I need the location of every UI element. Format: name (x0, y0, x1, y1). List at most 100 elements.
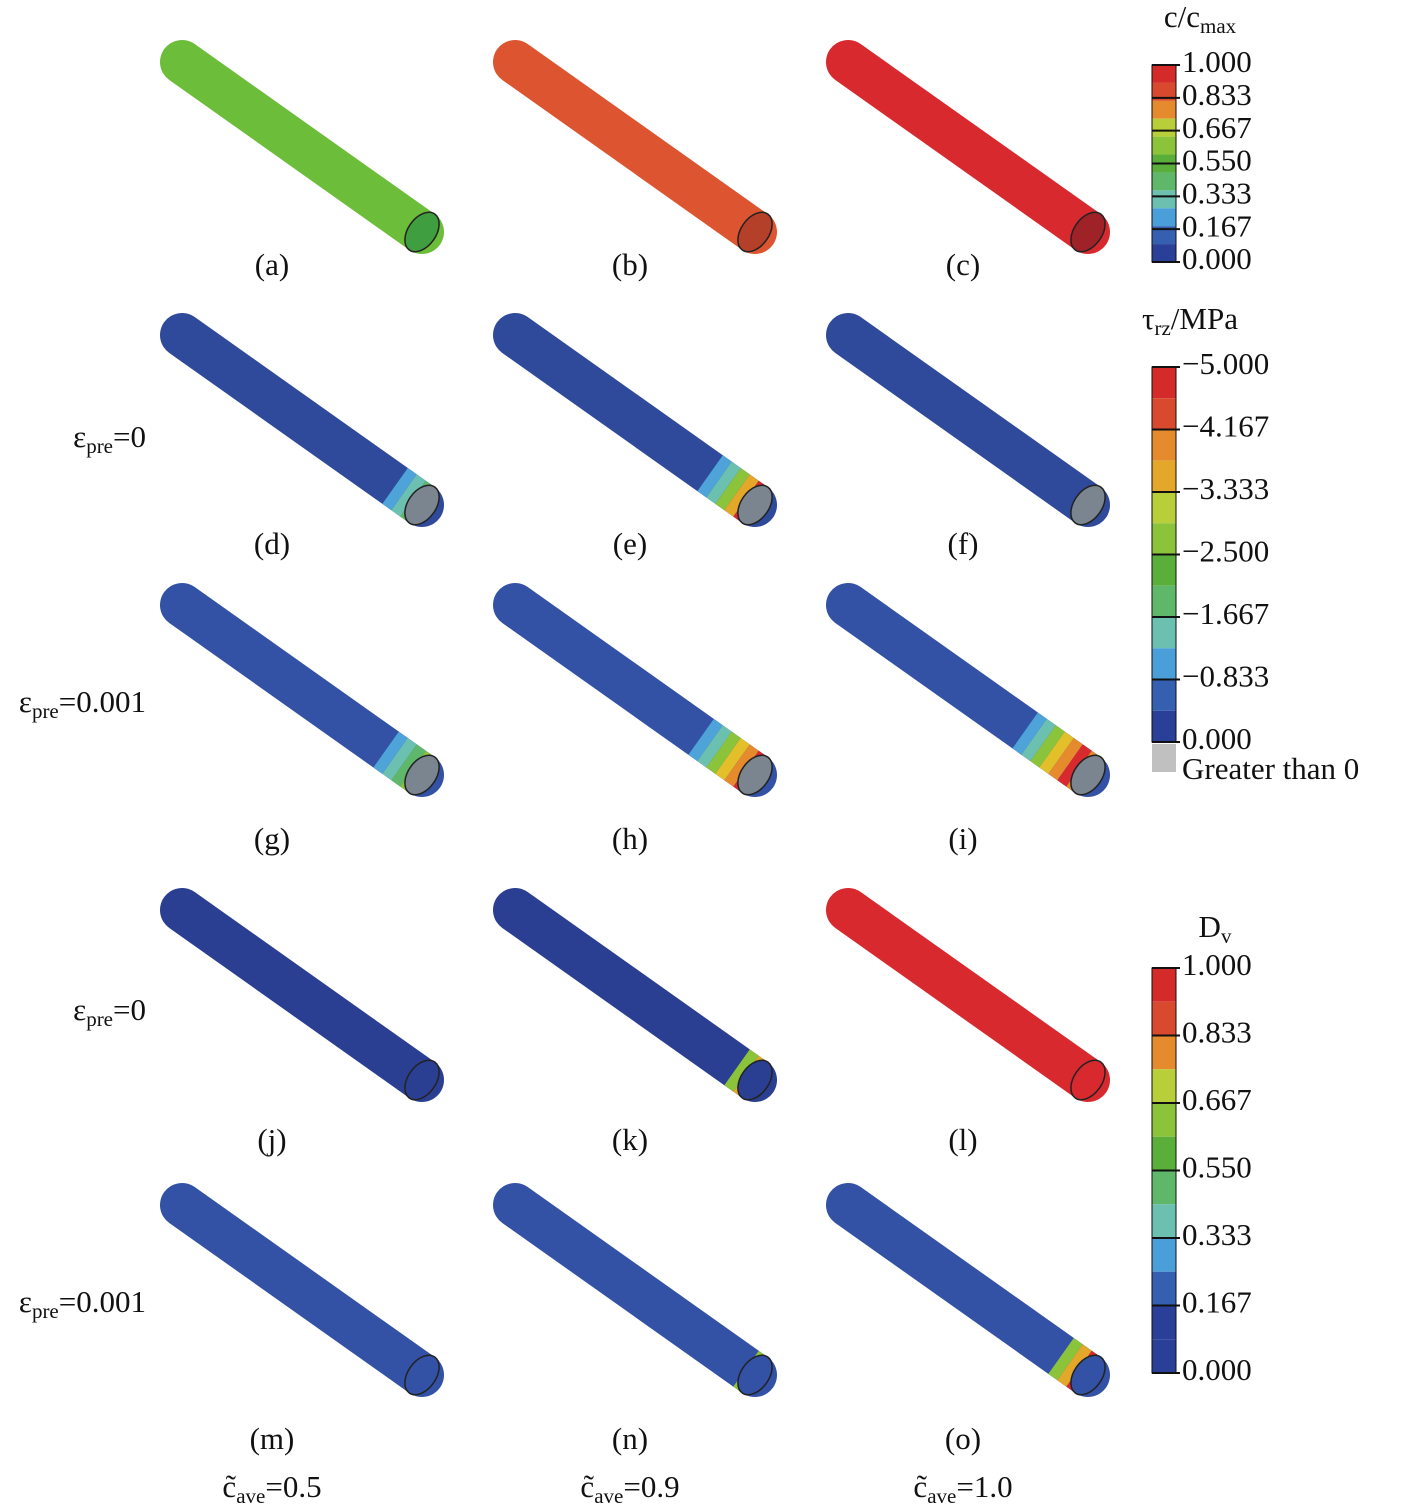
legend-swatch (1152, 208, 1176, 227)
cylinder-body (160, 313, 444, 527)
legend-swatch (1152, 492, 1176, 524)
legend-swatch (1152, 429, 1176, 461)
panel-label: (e) (613, 526, 647, 561)
cylinder-body (493, 1183, 777, 1397)
legend-swatch (1152, 118, 1176, 137)
contour-band (1021, 718, 1056, 762)
contour-band (1048, 1337, 1083, 1381)
row-label: εpre=0.001 (19, 1284, 146, 1323)
subscript: rz (1154, 316, 1170, 340)
contour-band (382, 467, 417, 511)
subscript: ave (594, 1484, 623, 1508)
cylinder-end (404, 484, 440, 526)
legend-extra-label: Greater than 0 (1182, 751, 1359, 786)
contour-band (706, 461, 741, 504)
text-part: c̃ (580, 1469, 594, 1504)
row-label: εpre=0.001 (19, 684, 146, 723)
legend-tick-label: 0.000 (1182, 1352, 1252, 1387)
legend-swatch (1152, 226, 1176, 245)
legend-title: Dv (1199, 909, 1232, 948)
text-part: τ (1142, 301, 1154, 336)
contour-band (1030, 725, 1065, 768)
contour-band (1039, 731, 1074, 774)
contour-band (1048, 737, 1083, 781)
text-part: c̃ (222, 1469, 236, 1504)
cylinder-end (737, 1354, 773, 1396)
legend-tick-label: −4.167 (1182, 409, 1269, 444)
contour-band (715, 467, 750, 511)
text-part: =0.5 (265, 1469, 321, 1504)
legend-swatch (1152, 648, 1176, 680)
panel-label: (k) (612, 1122, 648, 1157)
legend-swatch (1152, 244, 1176, 262)
cylinder-end (1070, 754, 1106, 796)
legend-swatch (1152, 710, 1176, 742)
text-part: ε (73, 419, 86, 454)
text-part: ε (19, 1284, 32, 1319)
legend-swatch (1152, 1305, 1176, 1340)
cylinder-body (160, 888, 444, 1102)
column-label: c̃ave=1.0 (913, 1469, 1012, 1508)
contour-band (706, 731, 741, 774)
legend-tick-label: 0.000 (1182, 241, 1252, 276)
column-label: c̃ave=0.5 (222, 1469, 321, 1508)
panel-label: (m) (250, 1421, 295, 1456)
text-part: ε (19, 684, 32, 719)
legend-swatch (1152, 744, 1176, 772)
legend-swatch (1152, 554, 1176, 586)
cylinder-end (404, 754, 440, 796)
legend-tick-label: 0.833 (1182, 77, 1252, 112)
contour-band (697, 725, 732, 768)
legend-tick-label: 0.550 (1182, 143, 1252, 178)
cylinder-body (826, 313, 1110, 527)
legend-swatch (1152, 172, 1176, 191)
cylinder-end (737, 754, 773, 796)
panel-label: (b) (612, 247, 648, 282)
text-part: D (1199, 909, 1221, 944)
subscript: ave (236, 1484, 265, 1508)
legend-swatch (1152, 585, 1176, 617)
cylinder-body (493, 40, 777, 254)
legend-swatch (1152, 617, 1176, 649)
cylinder-end (1070, 484, 1106, 526)
cylinder-body (160, 583, 444, 797)
contour-band (382, 737, 417, 781)
panel-label: (o) (945, 1421, 981, 1456)
subscript: pre (32, 1299, 59, 1323)
contour-band (688, 718, 723, 762)
legend-title: c/cmax (1164, 0, 1237, 38)
legend-swatch (1152, 136, 1176, 155)
legend-swatch (1152, 190, 1176, 209)
legend-tick-label: 1.000 (1182, 44, 1252, 79)
legend-swatch (1152, 1271, 1176, 1306)
cylinder-body (826, 1183, 1110, 1397)
panel-label: (i) (948, 821, 977, 856)
contour-band (715, 737, 750, 781)
subscript: ave (927, 1484, 956, 1508)
cylinder-end (1070, 1059, 1106, 1101)
legend-tick-label: −0.833 (1182, 659, 1269, 694)
legend-swatch (1152, 1035, 1176, 1070)
text-part: =0.001 (59, 684, 146, 719)
panel-label: (c) (946, 247, 980, 282)
cylinder-end (404, 1059, 440, 1101)
legend-swatch (1152, 1339, 1176, 1373)
legend-tick-label: −1.667 (1182, 596, 1269, 631)
subscript: pre (32, 699, 59, 723)
subscript: v (1221, 924, 1232, 948)
cylinder-end (737, 1059, 773, 1101)
legend-swatch (1152, 82, 1176, 101)
legend-tick-label: 0.167 (1182, 208, 1252, 243)
panel-label: (h) (612, 821, 648, 856)
legend-tick-label: −5.000 (1182, 346, 1269, 381)
contour-band (1012, 712, 1047, 755)
subscript: pre (86, 1007, 113, 1031)
legend-swatch (1152, 1136, 1176, 1171)
panel-label: (j) (257, 1122, 286, 1157)
legend-tick-label: 0.333 (1182, 1217, 1252, 1252)
legend-swatch (1152, 1069, 1176, 1103)
legend-swatch (1152, 1238, 1176, 1272)
legend-swatch (1152, 1103, 1176, 1137)
text-part: c̃ (913, 1469, 927, 1504)
